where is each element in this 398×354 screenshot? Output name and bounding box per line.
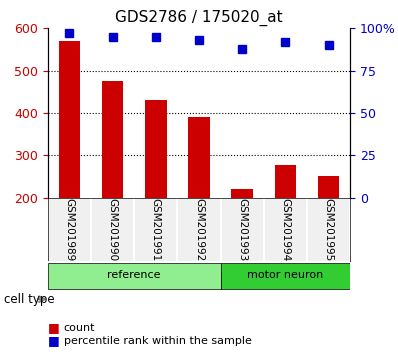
Text: GSM201990: GSM201990	[107, 198, 117, 261]
Bar	[102, 81, 123, 198]
Title: GDS2786 / 175020_at: GDS2786 / 175020_at	[115, 9, 283, 25]
Bar	[275, 165, 296, 198]
Bar	[59, 41, 80, 198]
Text: GSM201992: GSM201992	[194, 198, 204, 261]
FancyBboxPatch shape	[48, 263, 220, 289]
Bar	[145, 100, 167, 198]
Text: motor neuron: motor neuron	[247, 270, 324, 280]
Text: ■: ■	[48, 334, 60, 347]
Text: reference: reference	[107, 270, 161, 280]
FancyBboxPatch shape	[220, 263, 350, 289]
Bar	[231, 189, 253, 198]
Text: GSM201995: GSM201995	[324, 198, 334, 261]
Text: GSM201993: GSM201993	[237, 198, 247, 261]
Text: cell type: cell type	[4, 293, 55, 306]
Text: GSM201989: GSM201989	[64, 198, 74, 261]
Text: ■: ■	[48, 321, 60, 334]
Text: count: count	[64, 323, 95, 333]
Text: GSM201991: GSM201991	[151, 198, 161, 261]
Text: percentile rank within the sample: percentile rank within the sample	[64, 336, 252, 346]
Bar	[188, 117, 210, 198]
Text: GSM201994: GSM201994	[281, 198, 291, 261]
Bar	[318, 177, 339, 198]
